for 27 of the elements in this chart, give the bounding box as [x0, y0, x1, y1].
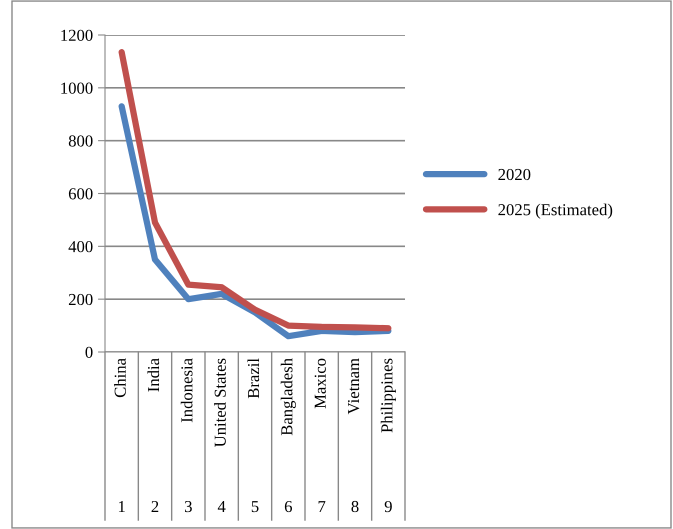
y-tick-label: 1000	[61, 82, 93, 94]
y-tick-label: 600	[68, 188, 93, 200]
text: 8	[351, 500, 359, 512]
legend-label: 2025 (Estimated)	[498, 204, 612, 219]
y-tick-label: 1200	[61, 30, 93, 41]
x-tick-label: China	[114, 358, 126, 398]
x-tick-label: Philippines	[380, 358, 396, 433]
text: 4	[218, 501, 226, 512]
x-tick-label: Brazil	[247, 358, 260, 398]
x-tick-label: Maxico	[314, 358, 326, 408]
legend-label: 2020	[498, 168, 530, 180]
text: 2	[152, 500, 158, 512]
y-tick-label: 400	[68, 241, 93, 252]
y-tick-label: 0	[85, 346, 93, 358]
x-tick-label: India	[147, 358, 160, 392]
text: 6	[284, 500, 292, 512]
text: 1	[118, 501, 125, 512]
text: 9	[384, 500, 392, 512]
text: 7	[318, 501, 326, 512]
y-tick-label: 800	[68, 135, 93, 147]
x-tick-label: Bangladesh	[280, 358, 296, 436]
x-tick-label: Indonesia	[180, 358, 193, 422]
x-tick-label: Vietnam	[348, 358, 360, 414]
y-tick-label: 200	[68, 294, 93, 306]
x-tick-label: United States	[214, 358, 226, 447]
text: 3	[184, 500, 192, 512]
text: 5	[252, 501, 259, 512]
